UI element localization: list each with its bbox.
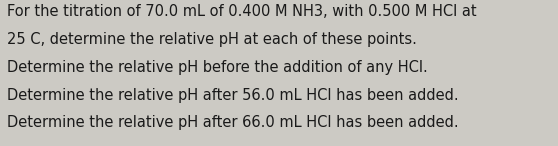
Text: 25 C, determine the relative pH at each of these points.: 25 C, determine the relative pH at each … xyxy=(7,32,417,47)
Text: Determine the relative pH before the addition of any HCl.: Determine the relative pH before the add… xyxy=(7,60,427,75)
Text: For the titration of 70.0 mL of 0.400 M NH3, with 0.500 M HCl at: For the titration of 70.0 mL of 0.400 M … xyxy=(7,4,477,19)
Text: Determine the relative pH after 56.0 mL HCl has been added.: Determine the relative pH after 56.0 mL … xyxy=(7,88,458,103)
Text: Determine the relative pH after 66.0 mL HCl has been added.: Determine the relative pH after 66.0 mL … xyxy=(7,115,458,130)
